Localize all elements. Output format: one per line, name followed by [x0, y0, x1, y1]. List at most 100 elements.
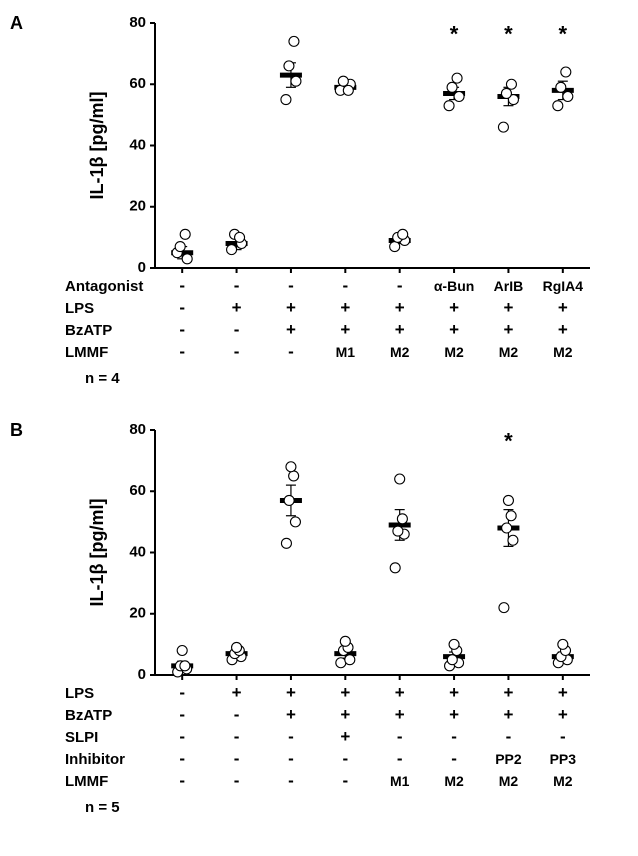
svg-text:+: + — [503, 683, 513, 702]
svg-text:60: 60 — [129, 482, 146, 499]
svg-text:20: 20 — [129, 605, 146, 622]
svg-text:n = 4: n = 4 — [85, 370, 120, 387]
svg-text:*: * — [504, 428, 513, 453]
svg-text:M1: M1 — [390, 773, 410, 789]
svg-text:M2: M2 — [499, 773, 519, 789]
svg-text:-: - — [397, 749, 403, 768]
svg-text:+: + — [395, 298, 405, 317]
svg-text:M2: M2 — [444, 344, 464, 360]
svg-text:+: + — [340, 727, 350, 746]
svg-text:80: 80 — [129, 14, 146, 31]
svg-text:M2: M2 — [553, 344, 573, 360]
panel-a: 020406080IL-1β [pg/ml]***Antagonist-----… — [55, 13, 615, 403]
svg-text:40: 40 — [129, 136, 146, 153]
svg-text:-: - — [234, 276, 240, 295]
panel-b-label: B — [10, 420, 23, 441]
svg-text:-: - — [234, 727, 240, 746]
svg-text:M2: M2 — [553, 773, 573, 789]
svg-text:M2: M2 — [499, 344, 519, 360]
svg-text:-: - — [560, 727, 566, 746]
svg-text:-: - — [179, 298, 185, 317]
svg-text:+: + — [232, 298, 242, 317]
svg-text:+: + — [395, 683, 405, 702]
svg-text:-: - — [397, 276, 403, 295]
svg-text:+: + — [449, 298, 459, 317]
svg-text:-: - — [288, 727, 294, 746]
svg-text:+: + — [340, 705, 350, 724]
svg-text:80: 80 — [129, 421, 146, 438]
svg-text:+: + — [286, 705, 296, 724]
svg-text:IL-1β [pg/ml]: IL-1β [pg/ml] — [87, 499, 107, 607]
svg-text:+: + — [286, 298, 296, 317]
svg-text:-: - — [288, 276, 294, 295]
svg-text:-: - — [179, 683, 185, 702]
svg-text:+: + — [449, 683, 459, 702]
svg-text:M2: M2 — [390, 344, 410, 360]
svg-text:PP3: PP3 — [550, 751, 577, 767]
svg-text:-: - — [342, 276, 348, 295]
svg-text:*: * — [504, 21, 513, 46]
svg-text:-: - — [342, 749, 348, 768]
svg-text:+: + — [395, 705, 405, 724]
svg-text:-: - — [234, 320, 240, 339]
svg-text:+: + — [232, 683, 242, 702]
figure-page: { "panelA": { "label": "A", "y_axis_labe… — [0, 0, 638, 856]
svg-text:-: - — [179, 749, 185, 768]
svg-text:-: - — [179, 771, 185, 790]
svg-text:IL-1β [pg/ml]: IL-1β [pg/ml] — [87, 92, 107, 200]
svg-text:+: + — [558, 298, 568, 317]
svg-text:-: - — [234, 342, 240, 361]
svg-text:*: * — [559, 21, 568, 46]
svg-text:+: + — [558, 320, 568, 339]
svg-text:SLPI: SLPI — [65, 729, 98, 746]
svg-text:+: + — [395, 320, 405, 339]
svg-text:-: - — [179, 727, 185, 746]
svg-text:+: + — [286, 683, 296, 702]
svg-text:RgIA4: RgIA4 — [543, 278, 584, 294]
svg-text:PP2: PP2 — [495, 751, 522, 767]
svg-text:0: 0 — [138, 259, 146, 276]
svg-text:+: + — [449, 705, 459, 724]
svg-text:Inhibitor: Inhibitor — [65, 751, 125, 768]
svg-text:-: - — [179, 276, 185, 295]
svg-text:LMMF: LMMF — [65, 344, 108, 361]
svg-text:40: 40 — [129, 543, 146, 560]
svg-text:-: - — [288, 749, 294, 768]
svg-text:+: + — [340, 298, 350, 317]
svg-text:20: 20 — [129, 198, 146, 215]
svg-text:BzATP: BzATP — [65, 707, 112, 724]
svg-text:M2: M2 — [444, 773, 464, 789]
svg-text:BzATP: BzATP — [65, 322, 112, 339]
svg-text:+: + — [558, 683, 568, 702]
svg-text:*: * — [450, 21, 459, 46]
svg-text:+: + — [449, 320, 459, 339]
svg-text:-: - — [234, 705, 240, 724]
panel-a-label: A — [10, 13, 23, 34]
svg-text:+: + — [558, 705, 568, 724]
svg-text:+: + — [503, 320, 513, 339]
panel-b: 0 20 40 60 80 IL-1β [pg/ml] * LPS - + + + + + + + BzATP -… — [55, 420, 615, 840]
svg-text:-: - — [234, 749, 240, 768]
svg-text:LPS: LPS — [65, 300, 94, 317]
svg-text:-: - — [234, 771, 240, 790]
svg-text:-: - — [451, 749, 457, 768]
svg-text:-: - — [288, 342, 294, 361]
svg-text:-: - — [342, 771, 348, 790]
svg-text:+: + — [286, 320, 296, 339]
svg-text:-: - — [288, 771, 294, 790]
svg-text:-: - — [397, 727, 403, 746]
svg-text:-: - — [179, 705, 185, 724]
svg-text:-: - — [179, 342, 185, 361]
svg-text:+: + — [503, 298, 513, 317]
svg-text:M1: M1 — [336, 344, 356, 360]
svg-text:ArIB: ArIB — [494, 278, 524, 294]
svg-text:-: - — [179, 320, 185, 339]
svg-text:n = 5: n = 5 — [85, 799, 120, 816]
svg-text:-: - — [506, 727, 512, 746]
svg-text:60: 60 — [129, 75, 146, 92]
svg-text:LPS: LPS — [65, 685, 94, 702]
svg-text:α-Bun: α-Bun — [434, 278, 474, 294]
svg-text:+: + — [503, 705, 513, 724]
svg-text:LMMF: LMMF — [65, 773, 108, 790]
svg-text:0: 0 — [138, 666, 146, 683]
